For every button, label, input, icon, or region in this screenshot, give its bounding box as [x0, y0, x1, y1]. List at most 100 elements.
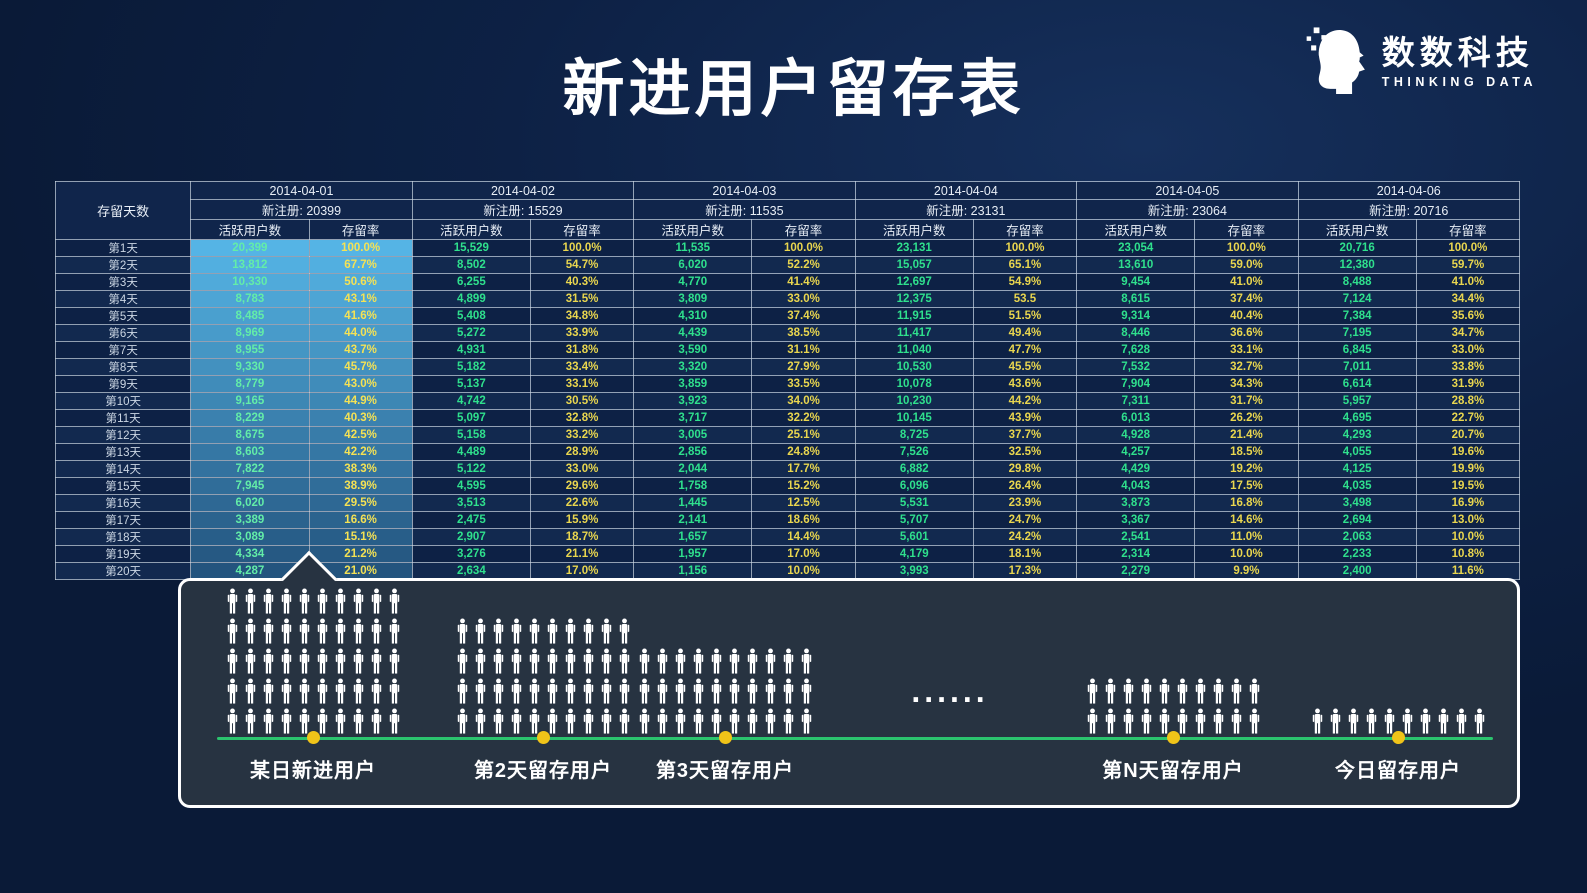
retention-rate-cell: 21.2% — [308, 545, 413, 563]
person-row — [638, 678, 813, 705]
person-icon — [1330, 708, 1340, 734]
retention-rate-cell: 34.3% — [1194, 375, 1299, 393]
active-users-cell: 7,822 — [190, 460, 310, 478]
timeline-dot — [718, 731, 732, 744]
active-users-cell: 2,314 — [1076, 545, 1196, 563]
active-users-subheader: 活跃用户数 — [854, 219, 974, 240]
retention-rate-cell: 16.9% — [1415, 494, 1521, 512]
active-users-cell: 3,513 — [411, 494, 531, 512]
active-users-cell: 15,057 — [854, 256, 974, 274]
person-icon — [457, 648, 467, 674]
person-icon — [281, 708, 291, 734]
retention-rate-cell: 67.7% — [308, 256, 413, 274]
active-users-subheader: 活跃用户数 — [411, 219, 531, 240]
person-icon — [317, 708, 327, 734]
retention-rate-cell: 25.1% — [751, 426, 856, 444]
person-icon — [245, 648, 255, 674]
person-icon — [619, 648, 629, 674]
active-users-cell: 9,165 — [190, 392, 310, 410]
logo-head-icon — [1306, 27, 1365, 95]
retention-table: 存留天数 2014-04-01 2014-04-02 2014-04-03 2014-0… — [54, 181, 1521, 580]
person-icon — [371, 588, 381, 614]
active-users-subheader: 活跃用户数 — [1076, 219, 1196, 240]
retention-rate-cell: 14.4% — [751, 528, 856, 546]
retention-rate-cell: 31.7% — [1194, 392, 1299, 410]
table-row: 第16天 6,020 29.5% 3,513 22.6% 1,445 12.5% 5,531 2… — [54, 494, 1521, 512]
person-icon — [389, 618, 399, 644]
registered-header: 新注册: 20399 — [190, 199, 413, 220]
active-users-cell: 7,311 — [1076, 392, 1196, 410]
active-users-cell: 8,615 — [1076, 290, 1196, 308]
person-icon — [263, 618, 273, 644]
active-users-cell: 5,137 — [411, 375, 531, 393]
retention-rate-cell: 43.0% — [308, 375, 413, 393]
person-icon — [1213, 708, 1223, 734]
active-users-cell: 7,628 — [1076, 341, 1196, 359]
person-icon — [675, 648, 685, 674]
active-users-cell: 12,375 — [854, 290, 974, 308]
person-icon — [1474, 708, 1484, 734]
person-icon — [711, 708, 721, 734]
person-icon — [529, 618, 539, 644]
group-label: 某日新进用户 — [250, 760, 376, 782]
active-users-cell: 5,272 — [411, 324, 531, 342]
retention-rate-cell: 53.5 — [972, 290, 1078, 308]
retention-rate-cell: 34.4% — [1415, 290, 1521, 308]
retention-rate-cell: 43.7% — [308, 341, 413, 359]
person-icon — [493, 678, 503, 704]
retention-rate-cell: 41.6% — [308, 307, 413, 325]
active-users-cell: 4,429 — [1076, 460, 1196, 478]
day-row-label: 第20天 — [54, 562, 192, 580]
day-row-label: 第9天 — [54, 375, 192, 393]
registered-header: 新注册: 23064 — [1076, 199, 1299, 220]
person-icon — [227, 648, 237, 674]
active-users-cell: 4,928 — [1076, 426, 1196, 444]
retention-rate-cell: 10.0% — [751, 562, 856, 580]
retention-rate-cell: 43.9% — [972, 409, 1078, 427]
person-icon — [675, 708, 685, 734]
person-icon — [1177, 708, 1187, 734]
active-users-cell: 4,595 — [411, 477, 531, 495]
person-icon — [1087, 708, 1097, 734]
retention-rate-cell: 40.3% — [529, 273, 635, 291]
retention-rate-cell: 38.3% — [308, 460, 413, 478]
person-icon — [547, 618, 557, 644]
active-users-cell: 5,158 — [411, 426, 531, 444]
active-users-cell: 5,957 — [1297, 392, 1417, 410]
person-icon — [299, 678, 309, 704]
active-users-cell: 2,856 — [633, 443, 753, 461]
retention-rate-cell: 17.7% — [751, 460, 856, 478]
retention-rate-cell: 14.6% — [1194, 511, 1299, 529]
retention-rate-cell: 29.5% — [308, 494, 413, 512]
retention-rate-cell: 18.5% — [1194, 443, 1299, 461]
person-icon — [335, 708, 345, 734]
person-icon — [1087, 678, 1097, 704]
active-users-cell: 3,873 — [1076, 494, 1196, 512]
ellipsis-dots: ...... — [911, 673, 989, 709]
retention-rate-cell: 59.7% — [1415, 256, 1521, 274]
person-icon — [729, 708, 739, 734]
retention-rate-cell: 18.1% — [972, 545, 1078, 563]
person-icon — [747, 648, 757, 674]
active-users-cell: 7,195 — [1297, 324, 1417, 342]
person-icon — [457, 618, 467, 644]
person-icon — [565, 648, 575, 674]
timeline-dot — [536, 731, 550, 744]
person-icon — [547, 678, 557, 704]
retention-rate-cell: 40.4% — [1194, 307, 1299, 325]
active-users-cell: 11,040 — [854, 341, 974, 359]
retention-rate-cell: 32.8% — [529, 409, 635, 427]
active-users-cell: 5,122 — [411, 460, 531, 478]
person-icon — [1159, 708, 1169, 734]
person-icon — [281, 648, 291, 674]
row-axis-header: 存留天数 — [54, 181, 192, 240]
active-users-cell: 11,535 — [633, 239, 753, 257]
person-icon — [1141, 708, 1151, 734]
day-row-label: 第17天 — [54, 511, 192, 529]
active-users-cell: 5,182 — [411, 358, 531, 376]
active-users-cell: 7,124 — [1297, 290, 1417, 308]
date-header: 2014-04-01 — [190, 181, 413, 200]
retention-rate-cell: 41.4% — [751, 273, 856, 291]
retention-rate-cell: 15.9% — [529, 511, 635, 529]
date-header: 2014-04-04 — [854, 181, 1078, 200]
